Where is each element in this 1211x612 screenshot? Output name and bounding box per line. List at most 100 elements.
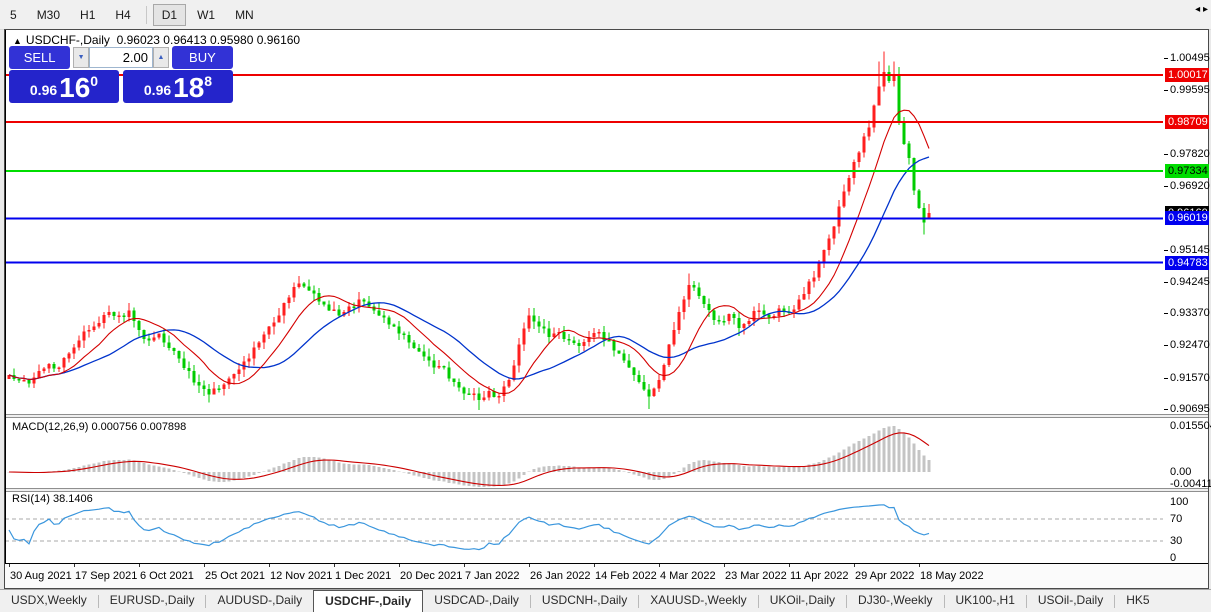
chart-title: USDCHF-,Daily — [25, 33, 110, 47]
axis-tick — [1164, 409, 1168, 410]
axis-tick — [1164, 186, 1168, 187]
date-tick-label: 18 May 2022 — [920, 570, 984, 582]
rsi-tick-label: 0 — [1170, 552, 1177, 564]
axis-tick — [1164, 58, 1168, 59]
timeframe-button-m30[interactable]: M30 — [36, 7, 61, 22]
date-tick-label: 11 Apr 2022 — [790, 570, 849, 582]
price-tick-label: 0.95145 — [1170, 244, 1210, 256]
price-tick-label: 0.97820 — [1170, 148, 1210, 160]
date-tick — [659, 564, 660, 567]
date-tick — [269, 564, 270, 567]
axis-tick — [1164, 345, 1168, 346]
hlines-layer — [5, 74, 1163, 264]
axis-tick — [1164, 282, 1168, 283]
macd-signal-line — [8, 432, 930, 486]
date-tick-label: 29 Apr 2022 — [855, 570, 915, 582]
volume-decrease-button[interactable]: ▼ — [73, 47, 89, 68]
tab-xauusd-weekly[interactable]: XAUUSD-,Weekly — [650, 593, 747, 607]
buy-price-panel[interactable]: 0.96 18 8 — [123, 70, 233, 103]
price-tick-label: 0.94245 — [1170, 276, 1210, 288]
date-tick — [204, 564, 205, 567]
sell-button[interactable]: SELL — [9, 46, 71, 69]
tab-separator — [943, 595, 945, 608]
buy-price-main: 18 — [173, 72, 205, 103]
price-tick-label: 0.92470 — [1170, 339, 1210, 351]
date-tick-label: 12 Nov 2021 — [270, 570, 333, 582]
date-tick — [334, 564, 335, 567]
rsi-levels — [5, 518, 1163, 542]
sell-price-main: 16 — [59, 72, 91, 103]
date-tick — [139, 564, 140, 567]
tab-usdcad-daily[interactable]: USDCAD-,Daily — [434, 593, 519, 607]
tab-audusd-daily[interactable]: AUDUSD-,Daily — [217, 593, 303, 607]
date-tick — [74, 564, 75, 567]
tab-dj30-weekly[interactable]: DJ30-,Weekly — [858, 593, 933, 607]
hline-price-badge: 0.94783 — [1165, 256, 1209, 270]
tab-separator — [846, 595, 848, 608]
price-chart-canvas[interactable] — [5, 30, 1208, 563]
tab-scroll-arrows[interactable]: ◂ ▸ — [1195, 4, 1208, 15]
date-tick-label: 17 Sep 2021 — [75, 570, 138, 582]
tab-usdx-weekly[interactable]: USDX,Weekly — [11, 593, 87, 607]
price-tick-label: 0.91570 — [1170, 372, 1210, 384]
timeframe-button-h4[interactable]: H4 — [115, 7, 131, 22]
axis-tick — [1164, 90, 1168, 91]
tab-separator — [638, 595, 640, 608]
date-tick — [724, 564, 725, 567]
time-axis[interactable]: 30 Aug 2021 17 Sep 2021 6 Oct 2021 25 Oct 2… — [5, 563, 1208, 588]
chart-ohlc-values: 0.96023 0.96413 0.95980 0.96160 — [116, 33, 301, 47]
ma-slow-line — [8, 156, 930, 381]
buy-button[interactable]: BUY — [171, 46, 233, 69]
date-tick-label: 7 Jan 2022 — [465, 570, 520, 582]
buy-price-base: 0.96 — [143, 82, 172, 98]
one-click-trading-widget: SELL ▼ ▲ BUY 0.96 16 0 0.96 18 8 — [9, 46, 233, 103]
price-tick-label: 0.96920 — [1170, 180, 1210, 192]
price-axis-divider — [5, 30, 6, 563]
hline-price-badge: 0.96019 — [1165, 211, 1209, 225]
timeframe-button-h1[interactable]: H1 — [80, 7, 96, 22]
tab-usdcnh-daily[interactable]: USDCNH-,Daily — [541, 593, 628, 607]
timeframe-toolbar: 5 M30 H1 H4 D1 W1 MN — [0, 0, 1211, 30]
timeframe-button-d1[interactable]: D1 — [152, 3, 187, 26]
axis-tick — [1164, 313, 1168, 314]
rsi-indicator-label: RSI(14) 38.1406 — [12, 493, 93, 505]
macd-indicator-label: MACD(12,26,9) 0.000756 0.007898 — [12, 421, 187, 433]
date-tick-label: 6 Oct 2021 — [140, 570, 194, 582]
timeframe-button-w1[interactable]: W1 — [197, 7, 216, 22]
tab-usoil-daily[interactable]: USOil-,Daily — [1037, 593, 1104, 607]
tab-hk5[interactable]: HK5 — [1126, 593, 1150, 607]
pane-splitter-macd[interactable] — [5, 414, 1208, 418]
price-axis[interactable]: 1.00495 0.99595 0.97820 0.96920 0.95145 0.942… — [1164, 30, 1211, 564]
tab-ukoil-daily[interactable]: UKOil-,Daily — [769, 593, 836, 607]
axis-tick — [1164, 378, 1168, 379]
tab-separator — [97, 595, 99, 608]
rsi-tick-label: 100 — [1170, 496, 1189, 508]
date-tick — [789, 564, 790, 567]
buy-price-pip: 8 — [204, 73, 213, 89]
tab-eurusd-daily[interactable]: EURUSD-,Daily — [109, 593, 195, 607]
timeframe-button-mn[interactable]: MN — [235, 7, 254, 22]
sell-price-panel[interactable]: 0.96 16 0 — [9, 70, 119, 103]
date-tick — [594, 564, 595, 567]
tab-separator — [529, 595, 531, 608]
tab-separator — [757, 595, 759, 608]
tab-separator — [205, 595, 207, 608]
axis-tick — [1164, 250, 1168, 251]
timeframe-button-5[interactable]: 5 — [10, 7, 17, 22]
axis-tick — [1164, 154, 1168, 155]
tab-usdchf-daily[interactable]: USDCHF-,Daily — [313, 590, 424, 612]
date-tick — [9, 564, 10, 567]
volume-increase-button[interactable]: ▲ — [153, 47, 169, 68]
pane-splitter-rsi[interactable] — [5, 488, 1208, 492]
date-tick-label: 23 Mar 2022 — [725, 570, 787, 582]
tab-separator — [1114, 595, 1116, 608]
volume-input[interactable] — [89, 47, 153, 68]
hline-price-badge: 0.97334 — [1165, 164, 1209, 178]
hline-price-badge: 1.00017 — [1165, 68, 1209, 82]
tab-uk100-h1[interactable]: UK100-,H1 — [955, 593, 1015, 607]
rsi-line — [8, 504, 930, 551]
sell-price-pip: 0 — [90, 73, 99, 89]
ma-fast-line — [8, 109, 930, 395]
price-tick-label: 1.00495 — [1170, 52, 1210, 64]
rsi-tick-label: 70 — [1170, 513, 1183, 525]
